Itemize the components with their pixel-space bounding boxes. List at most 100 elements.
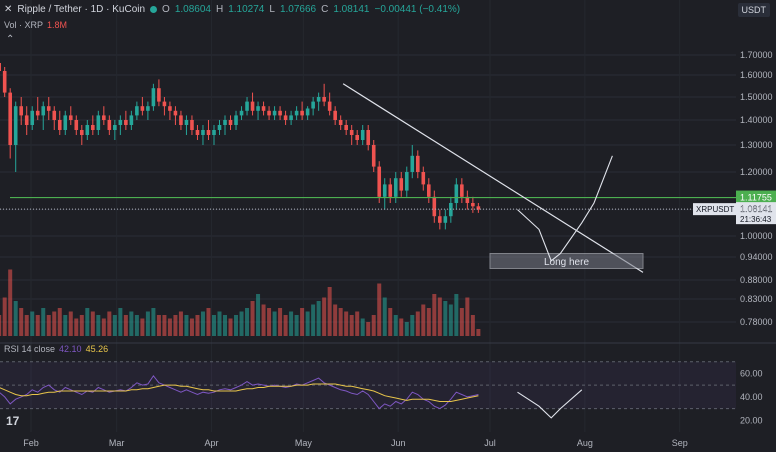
high-label: H — [215, 4, 224, 15]
candle-body — [157, 88, 161, 102]
candle-body — [85, 125, 90, 135]
candle-body — [228, 120, 233, 125]
volume-bar — [476, 329, 481, 336]
volume-bar — [322, 297, 327, 336]
candle-body — [278, 110, 282, 116]
volume-bar — [437, 297, 442, 336]
volume-bar — [371, 315, 376, 336]
candle-body — [41, 106, 46, 116]
candle-body — [68, 115, 73, 120]
volume-bar — [459, 308, 464, 336]
volume-bar — [101, 318, 106, 336]
volume-bar — [195, 315, 200, 336]
rsi-ma-line — [0, 383, 479, 402]
volume-bar — [426, 308, 431, 336]
last-price-tag-text: 1.08141 — [740, 204, 773, 214]
volume-bar — [388, 308, 393, 336]
volume-bar — [79, 315, 84, 336]
open-value: 1.08604 — [174, 4, 211, 15]
price-tick-label: 1.50000 — [740, 92, 773, 102]
volume-bar — [189, 318, 194, 336]
close-icon[interactable]: ✕ — [4, 4, 13, 15]
candle-body — [355, 135, 359, 140]
price-tick-label: 0.94000 — [740, 252, 773, 262]
candle-body — [63, 115, 68, 130]
open-label: O — [162, 4, 170, 15]
candle-body — [30, 110, 35, 125]
candle-body — [13, 106, 18, 145]
volume-bar — [470, 315, 475, 336]
volume-bar — [311, 304, 316, 336]
volume-bar — [30, 311, 35, 336]
level-price-tag — [736, 190, 776, 204]
volume-bar — [162, 315, 167, 336]
volume-bar — [377, 283, 382, 336]
volume-bar — [228, 318, 233, 336]
candle-body — [322, 97, 326, 102]
candle-body — [327, 101, 332, 111]
candle-body — [140, 106, 145, 111]
candle-body — [305, 108, 310, 116]
trendline — [342, 83, 644, 273]
candle-body — [261, 106, 266, 111]
volume-bar — [206, 308, 211, 336]
candle-body — [272, 110, 277, 116]
rsi-tick-label: 60.00 — [740, 368, 763, 378]
grid — [0, 54, 776, 410]
rsi-label: RSI 14 close — [4, 344, 56, 354]
candle-body — [19, 106, 24, 116]
candle-body — [24, 115, 29, 125]
candle-body — [454, 184, 459, 203]
volume-bar — [245, 308, 250, 336]
candle-body — [399, 178, 404, 191]
symbol-tag-text: XRPUSDT — [696, 205, 734, 214]
low-label: L — [269, 4, 275, 15]
collapse-chevron-icon[interactable]: ⌃ — [6, 34, 15, 45]
volume-bar — [217, 311, 222, 336]
candle-body — [35, 110, 40, 116]
volume-bar — [35, 315, 40, 336]
volume-bar — [443, 301, 448, 336]
time-tick-label: Feb — [23, 438, 39, 448]
volume-bar — [13, 301, 18, 336]
volume-bar — [432, 294, 437, 336]
volume-bar — [46, 315, 51, 336]
symbol-title[interactable]: Ripple / Tether · 1D · KuCoin — [17, 4, 146, 15]
legend-header: ✕ Ripple / Tether · 1D · KuCoin O 1.08604… — [4, 4, 460, 15]
candle-body — [294, 110, 299, 116]
last-price-tag — [736, 202, 776, 225]
rsi-line — [0, 374, 479, 410]
volume-bar — [305, 311, 310, 336]
volume-bar — [96, 315, 101, 336]
candle-body — [311, 101, 315, 109]
rsi-tick-label: 20.00 — [740, 415, 763, 425]
volume-bar — [300, 308, 305, 336]
price-tick-label: 1.20000 — [740, 167, 773, 177]
candle-body — [96, 115, 101, 130]
volume-bar — [272, 311, 277, 336]
price-tick-label: 0.83000 — [740, 294, 773, 304]
countdown-text: 21:36:43 — [740, 215, 772, 224]
candle-body — [168, 106, 172, 111]
candle-body — [8, 92, 12, 145]
volume-bar — [211, 315, 216, 336]
volume-bar — [8, 269, 13, 336]
volume-bar — [134, 315, 139, 336]
time-tick-label: Aug — [577, 438, 593, 448]
candle-body — [388, 184, 393, 197]
volume-bar — [294, 315, 299, 336]
volume-bar — [140, 318, 145, 336]
volume-bar — [234, 315, 239, 336]
candle-body — [465, 196, 470, 203]
close-label: C — [321, 4, 329, 15]
volume-bar — [261, 304, 266, 336]
quote-currency-button[interactable]: USDT — [737, 3, 770, 17]
high-value: 1.10274 — [228, 4, 265, 15]
tradingview-logo-icon[interactable]: 17 — [6, 414, 20, 428]
candle-body — [427, 184, 431, 197]
volume-bar — [107, 311, 112, 336]
candle-body — [349, 130, 354, 135]
candle-body — [421, 172, 426, 185]
